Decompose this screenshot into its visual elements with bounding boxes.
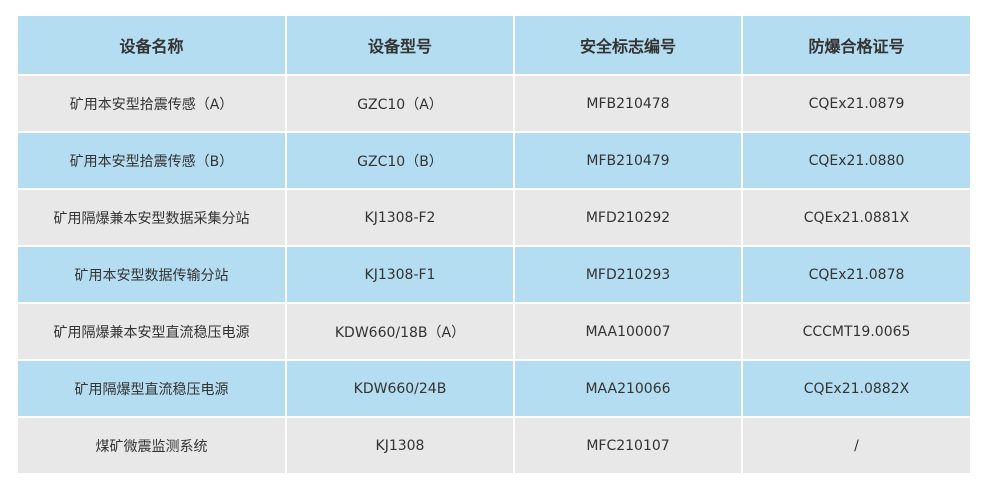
safety-mark-cell: MFC210107 xyxy=(513,416,743,475)
device-name-cell: 矿用本安型拾震传感（A） xyxy=(16,74,287,133)
device-model-cell: KJ1308 xyxy=(285,416,515,475)
safety-mark-cell: MFB210479 xyxy=(513,131,743,190)
device-model-cell: GZC10（B） xyxy=(285,131,515,190)
device-model-cell: KJ1308-F2 xyxy=(285,188,515,247)
explosion-proof-cert-cell: / xyxy=(741,416,972,475)
table-body: 矿用本安型拾震传感（A） GZC10（A） MFB210478 CQEx21.0879… xyxy=(16,74,972,475)
explosion-proof-cert-cell: CQEx21.0881X xyxy=(741,188,972,247)
device-model-cell: KDW660/18B（A） xyxy=(285,302,515,361)
table-row: 矿用隔爆型直流稳压电源 KDW660/24B MAA210066 CQEx21.088… xyxy=(16,359,972,418)
device-model-cell: KDW660/24B xyxy=(285,359,515,418)
table-row: 矿用本安型数据传输分站 KJ1308-F1 MFD210293 CQEx21.0878 xyxy=(16,245,972,304)
safety-mark-cell: MFD210293 xyxy=(513,245,743,304)
device-name-cell: 矿用隔爆兼本安型数据采集分站 xyxy=(16,188,287,247)
explosion-proof-cert-cell: CQEx21.0882X xyxy=(741,359,972,418)
device-name-cell: 煤矿微震监测系统 xyxy=(16,416,287,475)
safety-mark-cell: MAA210066 xyxy=(513,359,743,418)
table-row: 煤矿微震监测系统 KJ1308 MFC210107/ xyxy=(16,416,972,475)
device-name-cell: 矿用本安型数据传输分站 xyxy=(16,245,287,304)
header-safety-mark-number: 安全标志编号 xyxy=(513,14,743,76)
table-row: 矿用隔爆兼本安型数据采集分站 KJ1308-F2 MFD210292 CQEx21.0… xyxy=(16,188,972,247)
header-device-name: 设备名称 xyxy=(16,14,287,76)
safety-mark-cell: MFD210292 xyxy=(513,188,743,247)
table-row: 矿用隔爆兼本安型直流稳压电源 KDW660/18B（A） MAA100007 CCCM… xyxy=(16,302,972,361)
explosion-proof-cert-cell: CQEx21.0880 xyxy=(741,131,972,190)
explosion-proof-cert-cell: CQEx21.0878 xyxy=(741,245,972,304)
safety-mark-cell: MAA100007 xyxy=(513,302,743,361)
header-explosion-proof-cert: 防爆合格证号 xyxy=(741,14,972,76)
safety-mark-cell: MFB210478 xyxy=(513,74,743,133)
device-model-cell: KJ1308-F1 xyxy=(285,245,515,304)
table-header-row: 设备名称 设备型号 安全标志编号 防爆合格证号 xyxy=(16,14,972,76)
table-row: 矿用本安型拾震传感（B） GZC10（B） MFB210479 CQEx21.0880 xyxy=(16,131,972,190)
device-model-cell: GZC10（A） xyxy=(285,74,515,133)
explosion-proof-cert-cell: CCCMT19.0065 xyxy=(741,302,972,361)
header-device-model: 设备型号 xyxy=(285,14,515,76)
explosion-proof-cert-cell: CQEx21.0879 xyxy=(741,74,972,133)
device-name-cell: 矿用本安型拾震传感（B） xyxy=(16,131,287,190)
device-name-cell: 矿用隔爆型直流稳压电源 xyxy=(16,359,287,418)
table-row: 矿用本安型拾震传感（A） GZC10（A） MFB210478 CQEx21.0879 xyxy=(16,74,972,133)
device-name-cell: 矿用隔爆兼本安型直流稳压电源 xyxy=(16,302,287,361)
equipment-certificate-table: 设备名称 设备型号 安全标志编号 防爆合格证号 矿用本安型拾震传感（A） GZC1… xyxy=(16,14,972,475)
